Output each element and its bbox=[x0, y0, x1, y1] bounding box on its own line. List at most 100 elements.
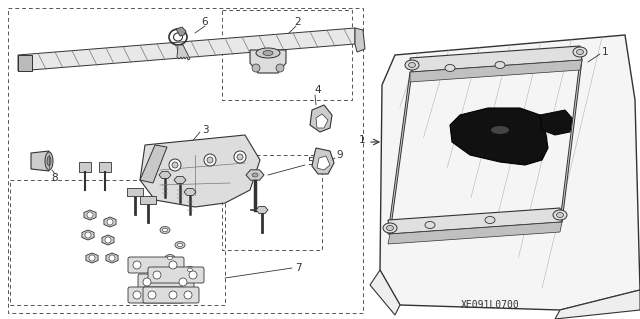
Ellipse shape bbox=[45, 152, 53, 170]
Polygon shape bbox=[555, 290, 640, 319]
Polygon shape bbox=[370, 270, 400, 315]
Ellipse shape bbox=[160, 226, 170, 234]
Polygon shape bbox=[176, 27, 186, 36]
Text: 1: 1 bbox=[358, 135, 365, 145]
Ellipse shape bbox=[168, 256, 173, 260]
Polygon shape bbox=[560, 60, 582, 222]
Polygon shape bbox=[177, 45, 190, 60]
Circle shape bbox=[207, 157, 213, 163]
Circle shape bbox=[89, 255, 95, 261]
Polygon shape bbox=[140, 135, 260, 207]
Polygon shape bbox=[99, 162, 111, 172]
Circle shape bbox=[85, 232, 91, 238]
Polygon shape bbox=[184, 189, 196, 196]
Circle shape bbox=[105, 237, 111, 243]
Text: 8: 8 bbox=[52, 173, 58, 183]
Circle shape bbox=[179, 278, 187, 286]
Ellipse shape bbox=[175, 241, 185, 249]
Polygon shape bbox=[310, 105, 332, 132]
Ellipse shape bbox=[188, 268, 193, 272]
Circle shape bbox=[169, 261, 177, 269]
FancyBboxPatch shape bbox=[138, 274, 194, 290]
Polygon shape bbox=[84, 210, 96, 220]
Text: 6: 6 bbox=[202, 17, 208, 27]
FancyBboxPatch shape bbox=[128, 287, 184, 303]
Polygon shape bbox=[410, 60, 582, 82]
Polygon shape bbox=[104, 217, 116, 227]
Polygon shape bbox=[174, 176, 186, 183]
Circle shape bbox=[204, 154, 216, 166]
Polygon shape bbox=[159, 172, 171, 178]
Ellipse shape bbox=[485, 217, 495, 224]
Ellipse shape bbox=[47, 157, 51, 166]
Polygon shape bbox=[316, 114, 328, 128]
Text: 7: 7 bbox=[294, 263, 301, 273]
Polygon shape bbox=[317, 156, 330, 170]
Polygon shape bbox=[79, 162, 91, 172]
Ellipse shape bbox=[256, 48, 280, 58]
Ellipse shape bbox=[383, 223, 397, 233]
Polygon shape bbox=[450, 108, 548, 165]
Ellipse shape bbox=[557, 212, 563, 218]
Circle shape bbox=[143, 278, 151, 286]
Circle shape bbox=[234, 151, 246, 163]
Circle shape bbox=[172, 162, 178, 168]
Polygon shape bbox=[540, 110, 572, 135]
Polygon shape bbox=[140, 145, 167, 183]
Polygon shape bbox=[127, 188, 143, 196]
Ellipse shape bbox=[577, 49, 584, 55]
Ellipse shape bbox=[185, 266, 195, 273]
Text: 4: 4 bbox=[315, 85, 321, 95]
FancyBboxPatch shape bbox=[143, 287, 199, 303]
Text: 3: 3 bbox=[202, 125, 208, 135]
Circle shape bbox=[184, 291, 192, 299]
Polygon shape bbox=[388, 72, 412, 234]
Circle shape bbox=[169, 159, 181, 171]
Ellipse shape bbox=[163, 228, 168, 232]
Ellipse shape bbox=[263, 50, 273, 56]
Polygon shape bbox=[410, 46, 582, 72]
Polygon shape bbox=[102, 235, 114, 245]
Circle shape bbox=[276, 64, 284, 72]
Ellipse shape bbox=[445, 64, 455, 71]
Polygon shape bbox=[31, 151, 49, 171]
Circle shape bbox=[109, 255, 115, 261]
Ellipse shape bbox=[252, 173, 258, 177]
Polygon shape bbox=[18, 28, 355, 71]
FancyBboxPatch shape bbox=[148, 267, 204, 283]
Text: 1: 1 bbox=[602, 47, 608, 57]
Polygon shape bbox=[388, 222, 562, 244]
Polygon shape bbox=[380, 35, 640, 310]
Polygon shape bbox=[388, 208, 562, 234]
Circle shape bbox=[169, 291, 177, 299]
Polygon shape bbox=[106, 253, 118, 263]
Ellipse shape bbox=[573, 47, 587, 57]
Ellipse shape bbox=[387, 226, 394, 231]
Ellipse shape bbox=[553, 210, 567, 220]
Polygon shape bbox=[256, 206, 268, 213]
Polygon shape bbox=[18, 55, 32, 71]
Circle shape bbox=[87, 212, 93, 218]
Ellipse shape bbox=[425, 221, 435, 228]
Ellipse shape bbox=[491, 126, 509, 134]
Polygon shape bbox=[246, 170, 264, 180]
Polygon shape bbox=[250, 50, 286, 73]
Bar bbox=[222, 10, 352, 100]
Circle shape bbox=[153, 271, 161, 279]
Circle shape bbox=[189, 271, 197, 279]
Bar bbox=[222, 155, 322, 250]
Ellipse shape bbox=[495, 62, 505, 69]
Bar bbox=[8, 8, 363, 313]
Ellipse shape bbox=[165, 255, 175, 262]
Polygon shape bbox=[140, 196, 156, 204]
Polygon shape bbox=[82, 230, 94, 240]
Text: 9: 9 bbox=[337, 150, 343, 160]
Circle shape bbox=[237, 154, 243, 160]
FancyBboxPatch shape bbox=[128, 257, 184, 273]
Bar bbox=[10, 180, 225, 305]
Circle shape bbox=[107, 219, 113, 225]
Circle shape bbox=[133, 261, 141, 269]
Polygon shape bbox=[355, 28, 365, 52]
Text: XE091L0700: XE091L0700 bbox=[461, 300, 520, 310]
Ellipse shape bbox=[408, 63, 415, 68]
